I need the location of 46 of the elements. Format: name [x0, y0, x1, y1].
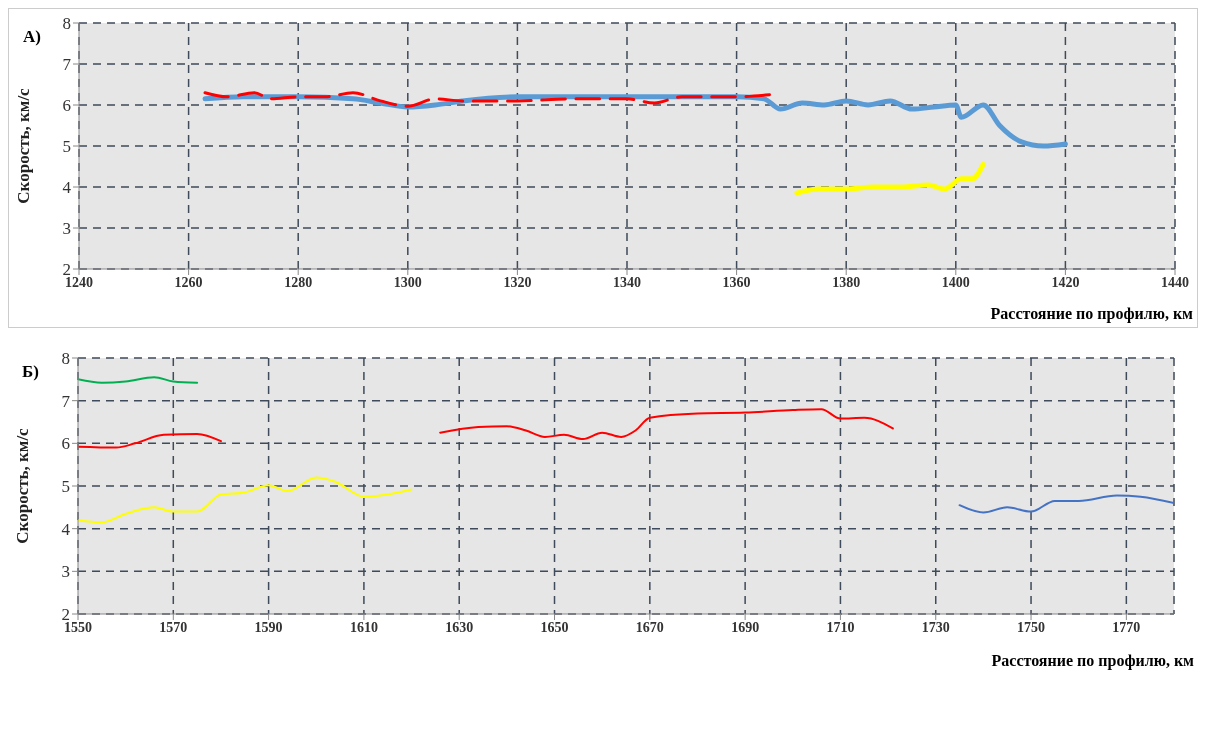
y-axis-title: Скорость, км/с	[13, 427, 33, 544]
x-tick-label: 1570	[159, 619, 188, 635]
x-tick-label: 1440	[1161, 274, 1189, 290]
x-tick-label: 1300	[393, 274, 422, 290]
line-series	[78, 432, 222, 449]
x-tick-label: 1690	[731, 619, 760, 635]
y-tick-label: 3	[61, 562, 70, 582]
x-tick-label: 1710	[826, 619, 855, 635]
y-tick-label: 4	[61, 519, 71, 539]
x-tick-label: 1380	[832, 274, 861, 290]
y-tick-label: 5	[61, 477, 70, 497]
y-tick-label: 7	[61, 391, 71, 411]
line-series	[203, 91, 771, 108]
x-tick-label: 1340	[613, 274, 641, 290]
y-tick-label: 6	[61, 434, 70, 454]
y-tick-label: 4	[62, 178, 72, 198]
x-tick-label: 1650	[540, 619, 569, 635]
y-tick-label: 3	[62, 219, 71, 239]
x-tick-label: 1320	[503, 274, 532, 290]
line-series	[439, 408, 894, 441]
x-tick-label: 1550	[64, 619, 92, 635]
x-tick-label: 1670	[635, 619, 664, 635]
chart-title: Б)	[22, 362, 39, 382]
x-axis-title: Расстояние по профилю, км	[990, 305, 1193, 323]
line-series	[958, 494, 1174, 514]
y-tick-label: 8	[62, 14, 71, 34]
chart-title: А)	[23, 27, 41, 47]
x-tick-label: 1280	[284, 274, 313, 290]
y-tick-label: 5	[62, 137, 71, 157]
x-tick-label: 1400	[941, 274, 970, 290]
y-tick-label: 6	[62, 96, 71, 116]
x-tick-label: 1360	[722, 274, 751, 290]
line-series	[78, 476, 413, 524]
y-tick-label: 7	[62, 55, 72, 75]
x-tick-label: 1730	[921, 619, 950, 635]
x-tick-label: 1260	[174, 274, 203, 290]
x-tick-label: 1590	[254, 619, 283, 635]
x-tick-label: 1610	[349, 619, 378, 635]
x-tick-label: 1420	[1051, 274, 1080, 290]
x-axis-title: Расстояние по профилю, км	[991, 652, 1194, 670]
x-tick-label: 1240	[65, 274, 93, 290]
x-tick-label: 1750	[1017, 619, 1046, 635]
y-axis-title: Скорость, км/с	[14, 87, 34, 204]
x-tick-label: 1630	[445, 619, 474, 635]
y-tick-label: 8	[61, 349, 70, 369]
x-tick-label: 1770	[1112, 619, 1141, 635]
